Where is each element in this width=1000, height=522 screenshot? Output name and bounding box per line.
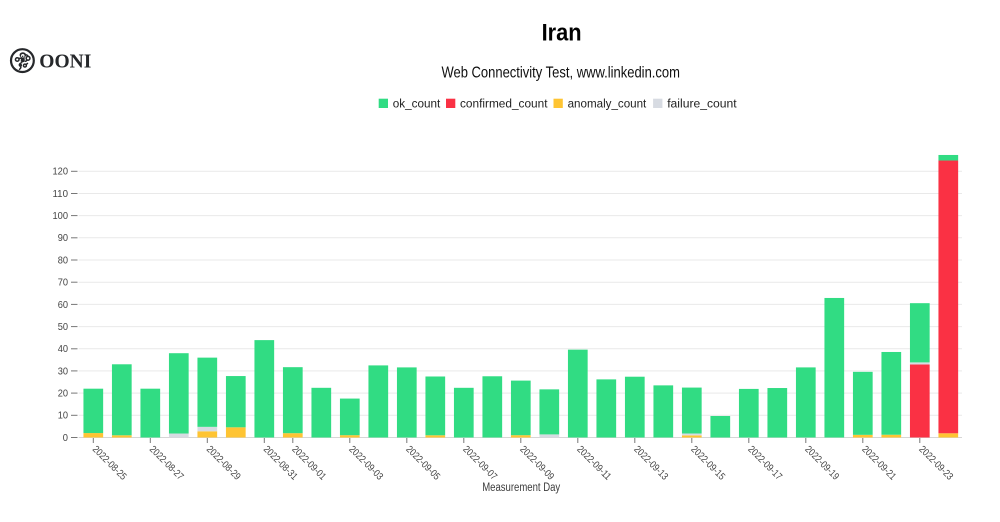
svg-text:OONI: OONI: [39, 51, 91, 72]
svg-text:120: 120: [53, 166, 69, 178]
svg-text:0: 0: [63, 432, 68, 444]
svg-text:50: 50: [58, 321, 68, 333]
svg-text:failure_count: failure_count: [667, 96, 737, 110]
svg-text:60: 60: [58, 299, 68, 311]
svg-text:Measurement Day: Measurement Day: [482, 482, 560, 494]
svg-text:70: 70: [58, 277, 68, 289]
svg-text:confirmed_count: confirmed_count: [460, 96, 548, 110]
svg-text:100: 100: [53, 210, 69, 222]
svg-text:40: 40: [58, 343, 68, 355]
svg-text:80: 80: [58, 254, 68, 266]
svg-text:20: 20: [58, 388, 68, 400]
svg-text:ok_count: ok_count: [393, 96, 441, 110]
svg-text:90: 90: [58, 232, 68, 244]
svg-text:10: 10: [58, 410, 68, 422]
svg-text:Iran: Iran: [542, 20, 582, 47]
svg-text:110: 110: [53, 188, 69, 200]
svg-text:anomaly_count: anomaly_count: [568, 96, 647, 110]
svg-text:Web Connectivity Test, www.lin: Web Connectivity Test, www.linkedin.com: [441, 64, 680, 81]
svg-text:30: 30: [58, 365, 68, 377]
